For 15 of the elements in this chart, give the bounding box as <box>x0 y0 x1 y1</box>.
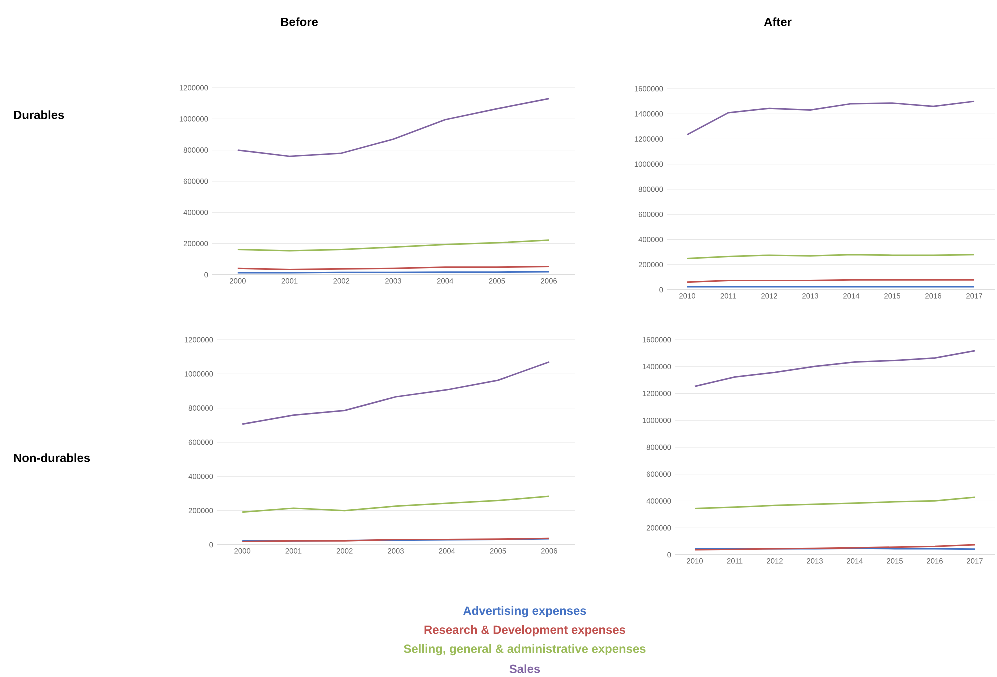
chart-title: After <box>764 18 792 26</box>
line-series <box>237 98 550 158</box>
line-series <box>242 361 550 426</box>
text: Research & Development expenses <box>424 625 626 637</box>
line-series <box>686 100 976 136</box>
line-series <box>242 496 550 514</box>
line-series <box>694 496 976 510</box>
text: Sales <box>510 664 540 674</box>
y-axis-title: Non-durables <box>14 454 90 462</box>
line-series <box>694 350 976 388</box>
text: Advertising expenses <box>464 606 586 618</box>
chart-title: Before <box>281 18 318 26</box>
line-series <box>237 240 550 252</box>
text: Selling, general & administrative expenses <box>404 644 646 656</box>
y-axis-title: Durables <box>14 110 64 120</box>
